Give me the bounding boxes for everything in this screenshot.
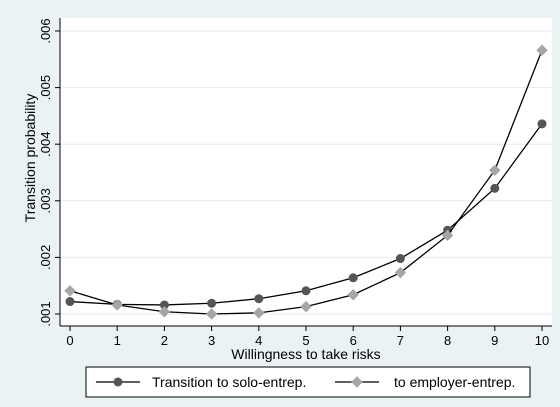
series-2-point [64,285,76,297]
series-2-point [158,306,171,318]
legend-label-employer: to employer-entrep. [394,374,515,390]
y-tick-label: .006 [38,18,53,43]
series-1-point [537,119,547,129]
legend-marker-employer [351,376,363,388]
y-tick-label: .005 [38,75,53,100]
series-2-point [300,300,312,313]
series-1-point [395,254,405,264]
x-tick-label: 0 [66,333,73,348]
series-2-point [441,229,454,242]
y-tick-label: .003 [38,188,53,213]
series-1-point [254,294,264,304]
x-tick-label: 7 [397,333,404,348]
x-tick-label: 10 [535,333,549,348]
legend-label-solo: Transition to solo-entrep. [152,374,306,390]
gridlines [60,30,552,315]
x-tick-label: 6 [350,333,357,348]
y-axis-title: Transition probability [22,94,38,223]
series-2-point [253,307,265,319]
y-tick-label: .002 [38,245,53,270]
x-axis-title: Willingness to take risks [231,346,380,362]
y-axis-ticks: .001 .002 .003 .004 .005 .006 [38,18,60,327]
series-2-point [347,289,359,301]
legend-box [85,366,531,398]
series-1-point [490,183,500,193]
series-2-point [205,308,218,320]
plot-area [60,18,552,326]
x-tick-label: 2 [161,333,168,348]
series-2-point [394,266,407,279]
legend-marker-solo [113,377,123,387]
series-2-point [489,164,501,176]
x-tick-label: 4 [255,333,262,348]
series-2-point [536,44,548,56]
x-tick-label: 5 [302,333,309,348]
series-1-point [348,273,358,283]
y-tick-label: .004 [38,132,53,157]
series-layer [64,44,548,320]
x-axis-ticks: 0 1 2 3 4 5 6 7 8 9 10 [66,326,549,348]
series-2-point [111,299,123,311]
y-tick-label: .001 [38,301,53,326]
series-1-point [65,297,75,307]
series-1-point [207,298,217,308]
x-tick-label: 3 [208,333,215,348]
series-1-point [301,286,311,296]
legend: Transition to solo-entrep. to employer-e… [85,366,531,398]
x-tick-label: 8 [444,333,451,348]
x-tick-label: 9 [491,333,498,348]
x-tick-label: 1 [114,333,121,348]
